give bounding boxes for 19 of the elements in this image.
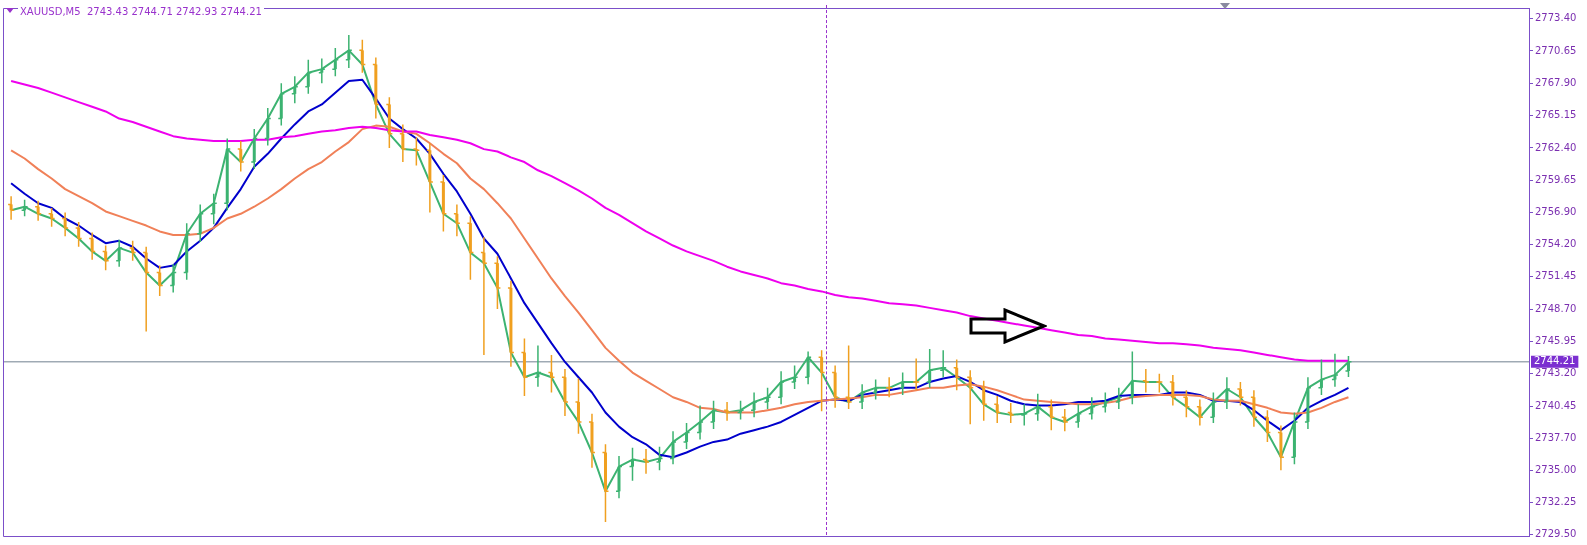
y-tick-label: 2748.70	[1535, 302, 1577, 314]
y-tick-label: 2770.65	[1535, 44, 1577, 56]
y-tick-label: 2767.90	[1535, 76, 1577, 88]
y-tick-label: 2756.90	[1535, 206, 1577, 218]
y-tick-label: 2759.65	[1535, 173, 1577, 185]
y-tick-label: 2745.95	[1535, 334, 1577, 346]
y-tick-label: 2743.20	[1535, 367, 1577, 379]
y-tick-label: 2735.00	[1535, 463, 1577, 475]
y-tick-label: 2754.20	[1535, 237, 1577, 249]
y-tick-label: 2732.25	[1535, 496, 1577, 508]
y-tick-label: 2765.15	[1535, 109, 1577, 121]
y-tick-label: 2737.70	[1535, 431, 1577, 443]
y-tick-label: 2751.45	[1535, 270, 1577, 282]
y-tick-label: 2773.40	[1535, 12, 1577, 24]
chart-title: XAUUSD,M5 2743.43 2744.71 2742.93 2744.21	[18, 6, 264, 17]
ref-line-label: 2744.21	[1534, 355, 1576, 367]
y-tick-label: 2740.45	[1535, 399, 1577, 411]
y-tick-label: 2729.50	[1535, 528, 1577, 540]
y-tick-label: 2762.40	[1535, 141, 1577, 153]
